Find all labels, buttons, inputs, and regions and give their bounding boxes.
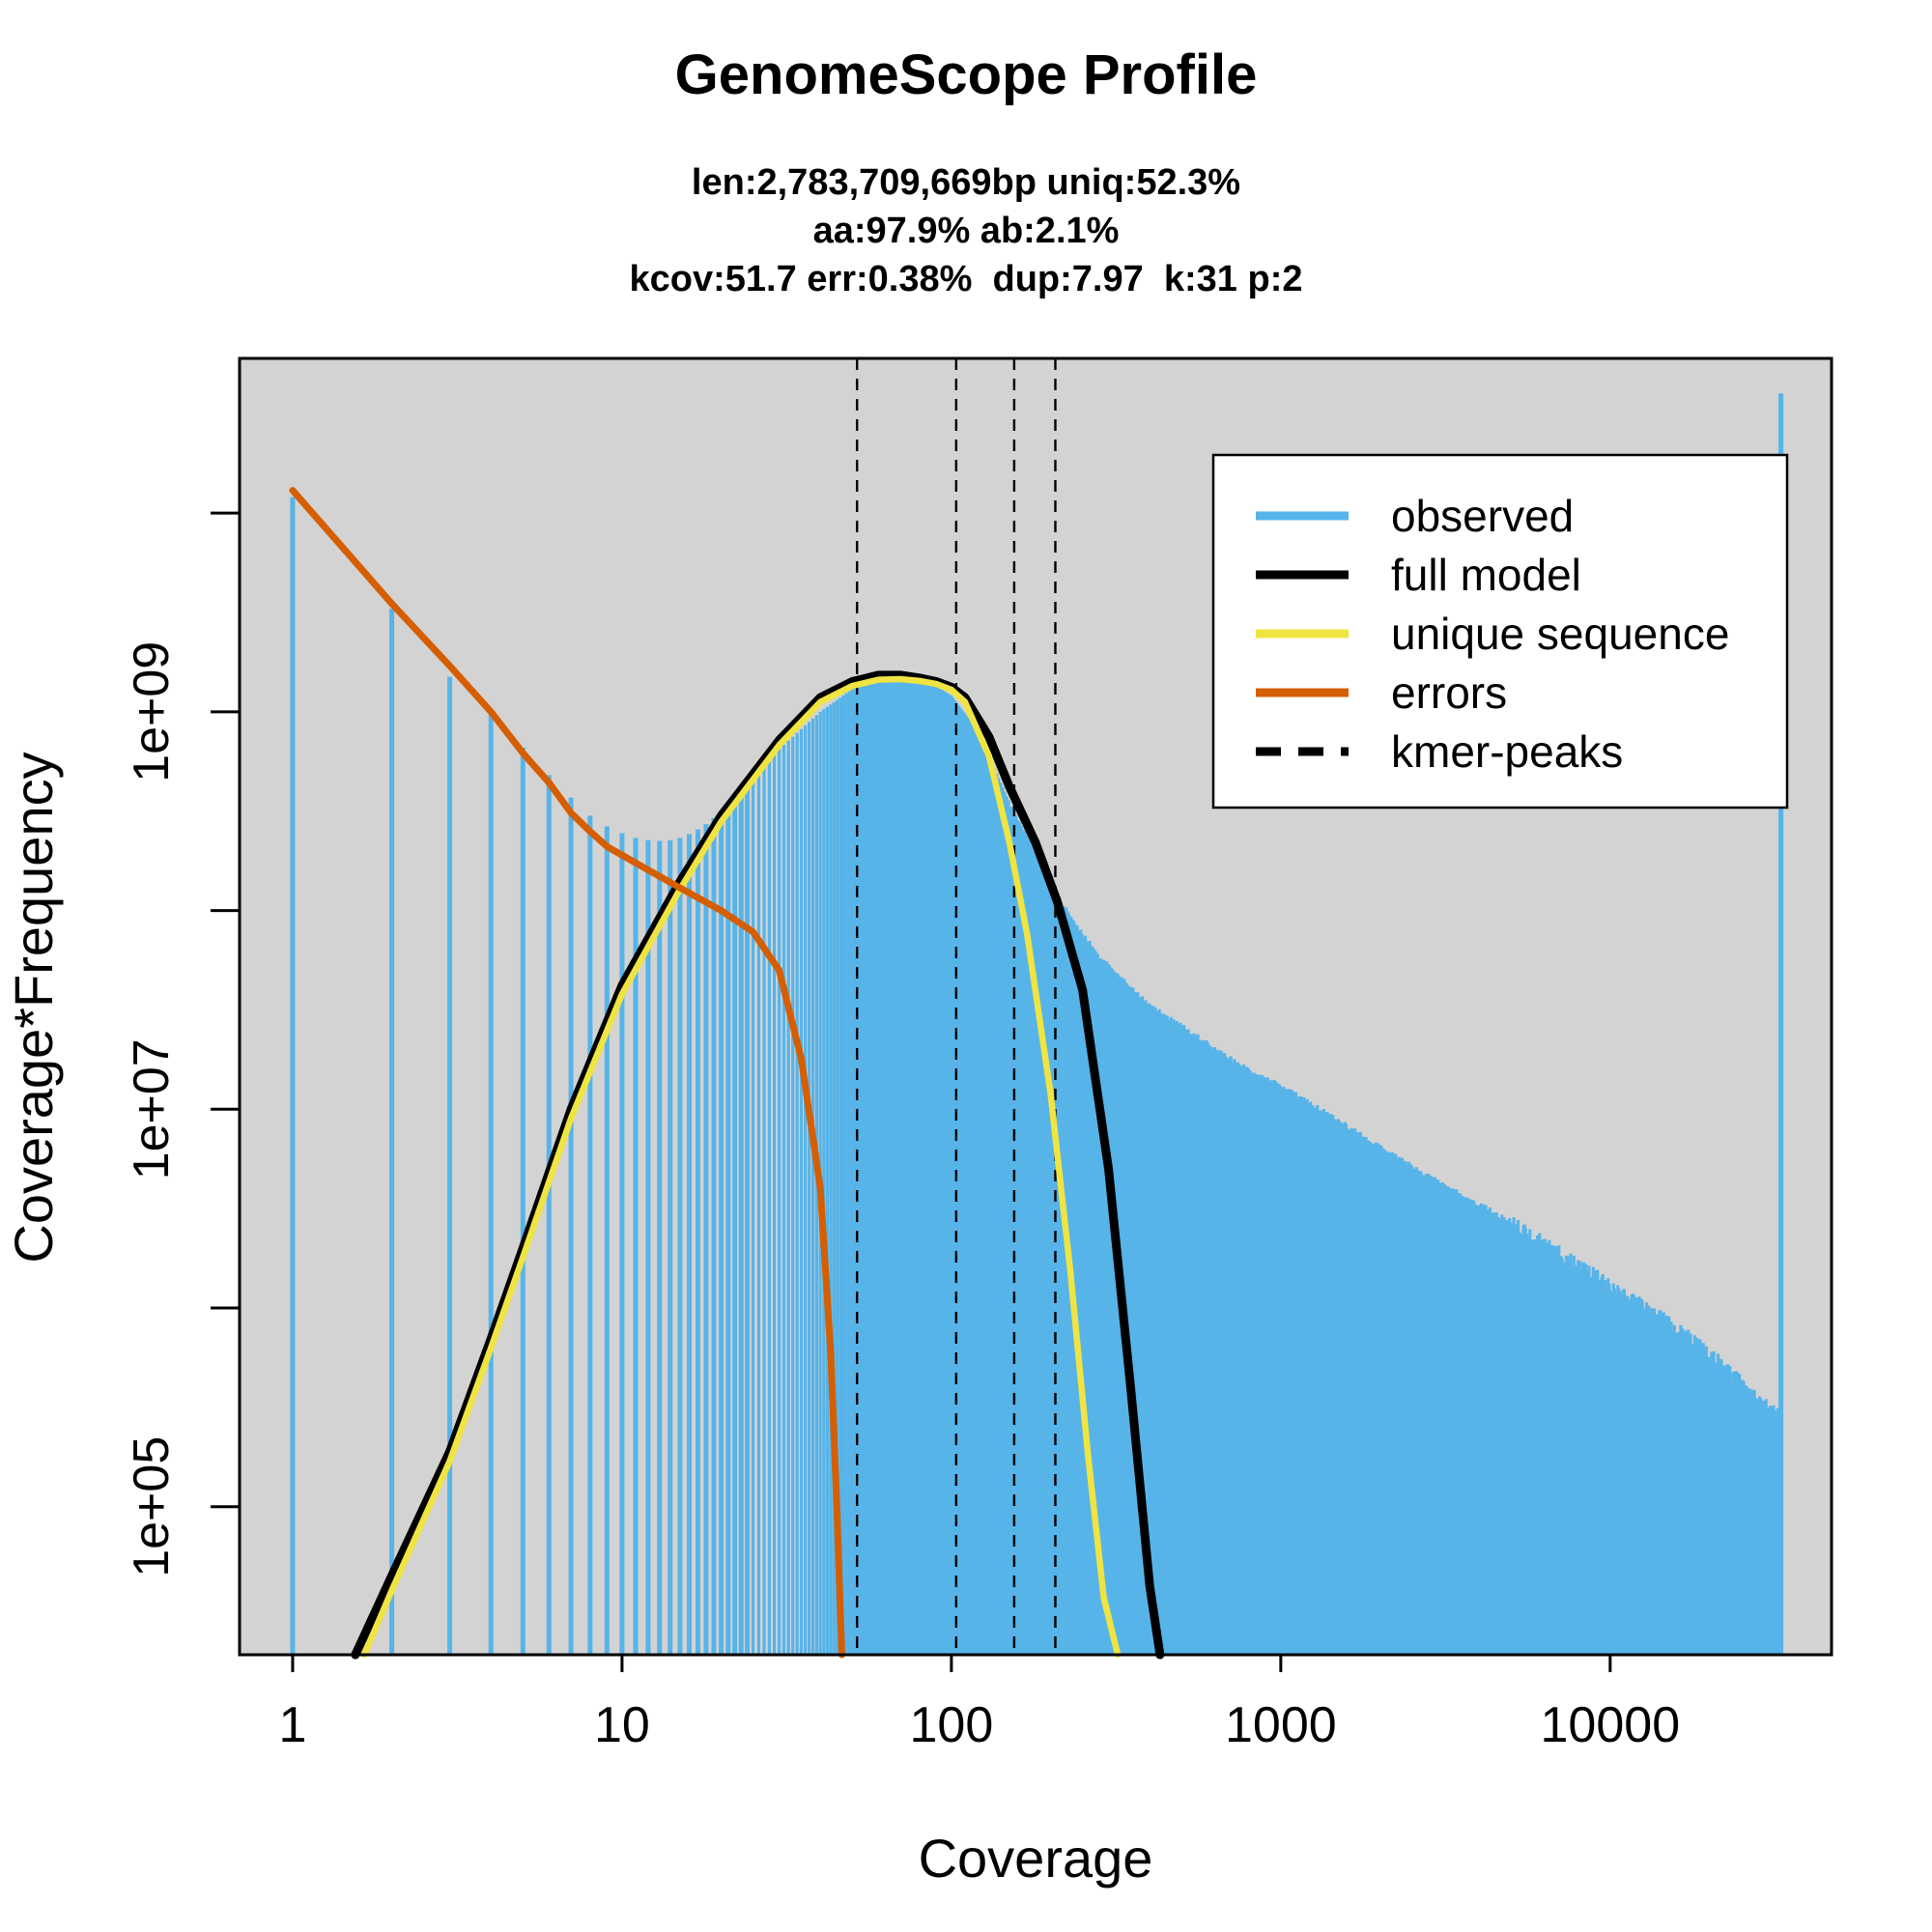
errors-line: [289, 487, 845, 1659]
y-axis: 1e+05 1e+07 1e+09: [124, 511, 240, 1577]
x-axis: 1 10 100 1000 10000: [278, 1655, 1680, 1753]
x-tick-label: 1000: [1225, 1697, 1337, 1753]
x-axis-title: Coverage: [919, 1828, 1153, 1889]
x-tick-label: 10000: [1541, 1697, 1681, 1753]
y-tick-label: 1e+07: [124, 1038, 180, 1179]
legend-label: kmer-peaks: [1391, 726, 1623, 777]
legend: observed full model unique sequence errors k…: [1211, 453, 1789, 810]
legend-label: errors: [1391, 668, 1507, 718]
unique-sequence-line: [360, 675, 1122, 1659]
x-tick-label: 100: [910, 1697, 994, 1753]
x-tick-label: 10: [594, 1697, 650, 1753]
y-tick-label: 1e+09: [124, 641, 180, 782]
y-axis-title: Coverage*Frequency: [3, 752, 64, 1263]
chart-subtitle-line-2: aa:97.9% ab:2.1%: [812, 211, 1120, 251]
legend-label: observed: [1391, 491, 1574, 541]
legend-label: unique sequence: [1391, 609, 1729, 659]
chart-title: GenomeScope Profile: [674, 43, 1258, 106]
kmer-peak-lines: [855, 358, 1057, 1655]
model-lines: [289, 487, 1165, 1660]
legend-label: full model: [1391, 550, 1581, 600]
y-tick-label: 1e+05: [124, 1436, 180, 1577]
plot-frame: [238, 356, 1833, 1657]
x-tick-label: 1: [278, 1697, 306, 1753]
chart-subtitle-line-3: kcov:51.7 err:0.38% dup:7.97 k:31 p:2: [629, 259, 1303, 299]
chart-subtitle-line-1: len:2,783,709,669bp uniq:52.3%: [691, 162, 1241, 203]
